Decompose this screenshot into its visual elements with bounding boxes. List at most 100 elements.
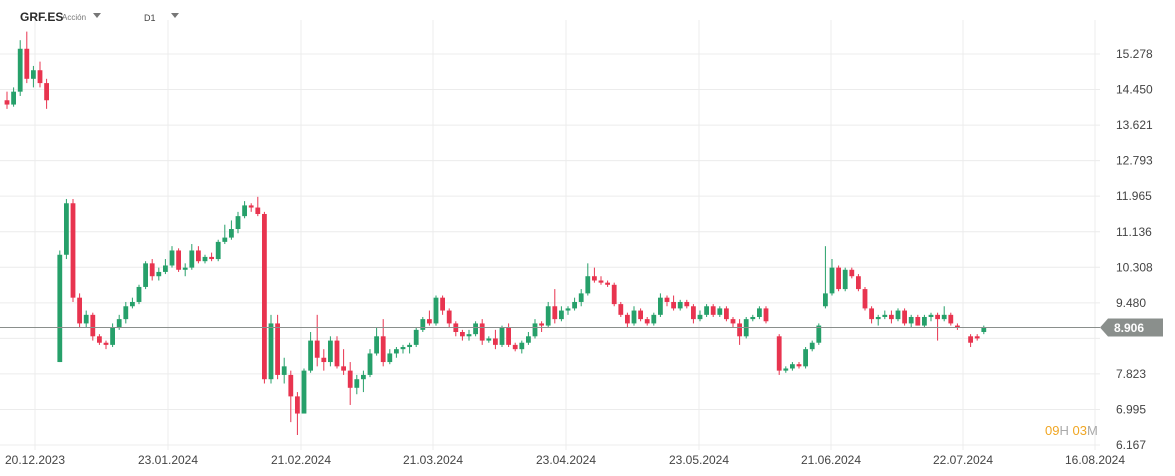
candle <box>671 295 676 311</box>
candle-body <box>215 241 221 260</box>
candle-body <box>83 314 89 324</box>
candle <box>460 329 465 341</box>
candle-body <box>499 327 505 345</box>
candle <box>288 370 294 423</box>
candle-body <box>209 256 214 260</box>
candle <box>367 349 373 378</box>
candle-body <box>427 319 432 324</box>
candle <box>585 263 591 296</box>
candle-body <box>347 370 353 388</box>
candle <box>803 347 808 369</box>
x-tick-label: 21.03.2024 <box>403 453 463 467</box>
x-tick-label: 21.02.2024 <box>271 453 331 467</box>
candle <box>895 308 901 322</box>
candle-body <box>110 327 115 345</box>
y-tick-label: 11.136 <box>1116 225 1152 239</box>
candle-body <box>97 336 102 343</box>
candle <box>631 306 637 326</box>
candle <box>790 362 795 371</box>
candle-body <box>222 237 228 242</box>
chevron-down-icon[interactable] <box>93 13 101 18</box>
candle-body <box>149 263 155 277</box>
candle-body <box>922 316 927 326</box>
candle <box>83 310 89 328</box>
candle-body <box>361 374 366 380</box>
candle <box>697 310 703 322</box>
candle <box>545 301 551 328</box>
x-tick-label: 23.04.2024 <box>536 453 596 467</box>
candle-body <box>413 329 419 345</box>
candle-body <box>123 306 129 320</box>
countdown-hours: 09 <box>1045 423 1060 438</box>
candle <box>156 267 162 281</box>
candle-body <box>479 323 485 341</box>
candle <box>77 293 82 328</box>
candle <box>526 332 531 345</box>
candle-body <box>644 319 650 324</box>
candle-body <box>321 357 327 363</box>
countdown-minutes-unit: M <box>1086 423 1098 438</box>
candle-body <box>196 250 201 262</box>
candle <box>532 319 538 339</box>
candle-body <box>341 366 346 371</box>
candle <box>710 304 716 317</box>
candle-body <box>394 349 399 354</box>
candle-body <box>559 310 564 320</box>
candle-body <box>869 308 874 320</box>
candle-body <box>176 250 181 270</box>
candle <box>941 306 947 322</box>
candle <box>413 327 419 348</box>
candle <box>202 254 208 264</box>
candle-body <box>658 297 663 315</box>
candle-body <box>354 379 360 388</box>
candle <box>420 316 426 333</box>
chevron-down-icon[interactable] <box>171 13 179 18</box>
candle <box>638 308 643 322</box>
candle-body <box>862 289 868 309</box>
candle-body <box>308 340 313 371</box>
candle <box>407 342 412 354</box>
candle-body <box>836 267 841 290</box>
candle-body <box>37 70 43 84</box>
candle-body <box>493 338 498 345</box>
candle-body <box>710 306 716 315</box>
candle-body <box>902 310 907 324</box>
candle <box>446 308 452 328</box>
candle-body <box>314 340 320 358</box>
candle <box>215 239 221 262</box>
candle <box>24 31 30 84</box>
x-tick-label: 22.07.2024 <box>933 453 993 467</box>
candle <box>717 306 723 317</box>
candle <box>486 336 492 343</box>
candle <box>849 267 855 279</box>
candle <box>981 325 987 335</box>
candle <box>394 347 399 358</box>
candle <box>31 65 36 88</box>
candle-body <box>981 327 987 333</box>
y-tick-label: 11.965 <box>1116 189 1152 203</box>
candle-body <box>790 364 795 369</box>
chart-toolbar: GRF.ES Acción D1 <box>0 0 420 36</box>
timeframe-selector[interactable]: D1 <box>144 13 156 23</box>
candle <box>479 319 485 345</box>
candle <box>149 259 155 281</box>
candle-body <box>618 304 624 315</box>
candle <box>37 61 43 88</box>
candle <box>823 246 828 309</box>
candle-body <box>506 327 511 345</box>
candle-body <box>737 323 742 337</box>
symbol-label[interactable]: GRF.ES <box>20 10 64 24</box>
candle <box>4 91 10 109</box>
candle <box>776 334 782 375</box>
candle <box>605 280 610 287</box>
candle <box>704 304 709 317</box>
candle-body <box>189 250 195 268</box>
candle <box>559 306 564 322</box>
candle-body <box>796 364 802 367</box>
candle <box>644 316 650 326</box>
candle-body <box>130 301 135 307</box>
candle <box>209 252 214 262</box>
candle <box>453 321 459 337</box>
candle <box>618 301 624 317</box>
